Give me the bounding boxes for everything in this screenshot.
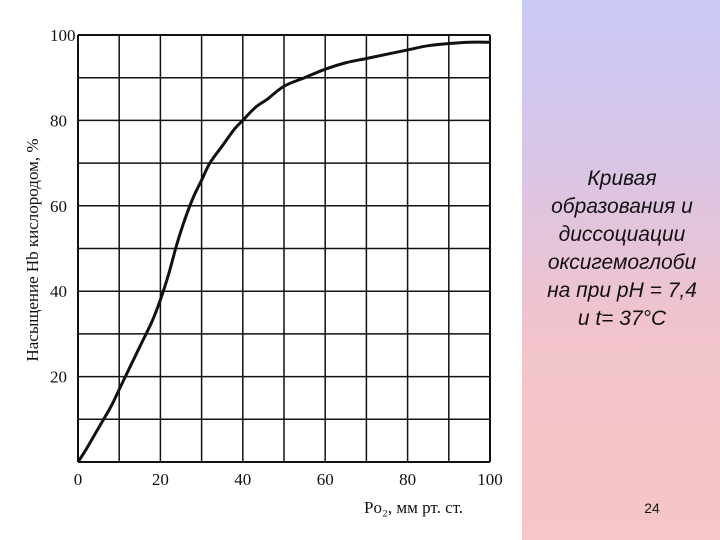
oxygen-dissociation-chart: 0 20 40 60 80 100 20 40 60 80 100 Насыщение Hb кис… [23, 26, 503, 517]
grid [77, 34, 491, 463]
caption-panel: Кривая образования и диссоциации оксигем… [522, 0, 720, 540]
y-tick-label: 100 [50, 26, 76, 45]
dissociation-curve [76, 40, 491, 463]
x-tick-label: 0 [74, 470, 83, 489]
tick-labels: 0 20 40 60 80 100 20 40 60 80 100 [50, 26, 503, 489]
y-tick-label: 60 [50, 197, 67, 216]
slide-caption: Кривая образования и диссоциации оксигем… [547, 167, 697, 330]
x-tick-label: 80 [399, 470, 416, 489]
y-tick-label: 20 [50, 368, 67, 387]
y-tick-label: 40 [50, 282, 67, 301]
x-tick-label: 20 [152, 470, 169, 489]
x-tick-label: 100 [477, 470, 503, 489]
y-axis-label: Насыщение Hb кислородом, % [23, 138, 42, 361]
x-tick-label: 60 [317, 470, 334, 489]
page-number: 24 [644, 500, 660, 516]
x-tick-label: 40 [234, 470, 251, 489]
y-tick-label: 80 [50, 111, 67, 130]
x-axis-label: Po₂, мм рт. ст. [364, 498, 463, 517]
chart-area: 0 20 40 60 80 100 20 40 60 80 100 Насыщение Hb кис… [23, 26, 503, 517]
